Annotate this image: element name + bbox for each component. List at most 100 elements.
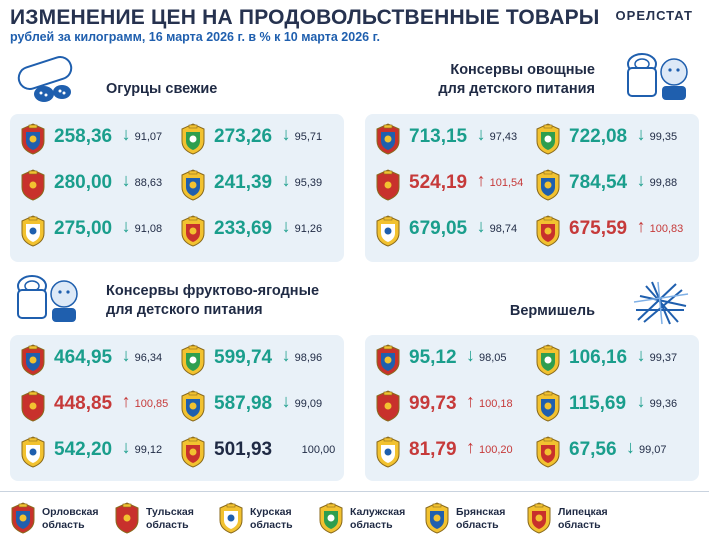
percent-change: 101,54 [489, 177, 524, 189]
kursk-crest-icon [20, 436, 46, 468]
percent-change: 99,09 [294, 398, 323, 410]
arrow-up-icon: ↑ [466, 391, 475, 411]
arrow-down-icon: ↓ [636, 391, 646, 411]
lipetsk-crest-icon [535, 215, 561, 247]
price-value: 81,79 [409, 439, 457, 460]
page-title: ИЗМЕНЕНИЕ ЦЕН НА ПРОДОВОЛЬСТВЕННЫЕ ТОВАР… [10, 6, 600, 29]
price-cell-kursk: 679,05 ↓ 98,74 [375, 212, 533, 252]
section-title-line: Консервы фруктово-ягодные [106, 283, 320, 299]
legend-item-bryansk: Брянская область [424, 500, 524, 536]
price-cell-bryansk: 587,98 ↓ 99,09 [180, 387, 338, 427]
price-value: 448,85 [54, 393, 113, 414]
price-value: 524,19 [409, 172, 468, 193]
kaluga-crest-icon [535, 123, 561, 155]
price-cell-lipetsk: 233,69 ↓ 91,26 [180, 212, 338, 252]
arrow-down-icon: ↓ [121, 170, 131, 190]
kursk-crest-icon [20, 215, 46, 247]
section-title: Консервы овощные для детского питания [438, 61, 595, 99]
bryansk-crest-icon [180, 169, 206, 201]
price-cell-kursk: 81,79 ↑ 100,20 [375, 433, 533, 473]
price-value: 233,69 [214, 218, 273, 239]
bryansk-crest-icon [535, 390, 561, 422]
price-cell-kaluga: 722,08 ↓ 99,35 [535, 120, 693, 160]
percent-change: 98,74 [489, 223, 518, 235]
price-value: 115,69 [569, 393, 627, 414]
price-value: 241,39 [214, 172, 273, 193]
price-value: 99,73 [409, 393, 457, 414]
price-cell-orel: 464,95 ↓ 96,34 [20, 341, 178, 381]
arrow-up-icon: ↑ [121, 391, 131, 411]
price-value: 675,59 [569, 218, 628, 239]
page-subtitle: рублей за килограмм, 16 марта 2026 г. в … [10, 30, 380, 44]
arrow-down-icon: ↓ [121, 437, 131, 457]
tula-crest-icon [375, 169, 401, 201]
bryansk-crest-icon [180, 390, 206, 422]
percent-change: 96,34 [134, 352, 163, 364]
cucumber-icon [17, 56, 73, 102]
lipetsk-crest-icon [180, 436, 206, 468]
price-cell-orel: 258,36 ↓ 91,07 [20, 120, 178, 160]
price-panel: 464,95 ↓ 96,34 599,74 ↓ 98,96 448,85 ↑ 100,85 587… [10, 335, 344, 481]
legend-label: Орловская область [42, 506, 99, 531]
section-title: Вермишель [510, 302, 595, 321]
percent-change: 99,35 [649, 131, 678, 143]
percent-change: 91,26 [294, 223, 323, 235]
kaluga-crest-icon [180, 123, 206, 155]
percent-change: 100,85 [134, 398, 169, 410]
vermicelli-icon [633, 281, 689, 325]
price-value: 258,36 [54, 126, 113, 147]
arrow-down-icon: ↓ [476, 216, 486, 236]
bryansk-crest-icon [424, 502, 450, 534]
tula-crest-icon [20, 390, 46, 422]
price-cell-kaluga: 106,16 ↓ 99,37 [535, 341, 693, 381]
price-value: 275,00 [54, 218, 113, 239]
price-cell-tula: 524,19 ↑ 101,54 [375, 166, 533, 206]
arrow-down-icon: ↓ [281, 124, 291, 144]
percent-change: 100,00 [301, 444, 336, 456]
legend-item-kaluga: Калужская область [318, 500, 418, 536]
legend-label: Липецкая область [558, 506, 608, 531]
price-cell-bryansk: 784,54 ↓ 99,88 [535, 166, 693, 206]
section-title-line: Огурцы свежие [106, 81, 218, 97]
percent-change: 97,43 [489, 131, 518, 143]
percent-change: 100,18 [479, 398, 513, 410]
price-value: 67,56 [569, 439, 617, 460]
tula-crest-icon [114, 502, 140, 534]
legend-item-tula: Тульская область [114, 500, 214, 536]
price-value: 679,05 [409, 218, 468, 239]
percent-change: 91,07 [134, 131, 163, 143]
price-value: 542,20 [54, 439, 113, 460]
kaluga-crest-icon [180, 344, 206, 376]
percent-change: 95,39 [294, 177, 323, 189]
arrow-down-icon: ↓ [121, 345, 131, 365]
price-cell-kursk: 275,00 ↓ 91,08 [20, 212, 178, 252]
section-title-line: для детского питания [106, 302, 263, 318]
arrow-down-icon: ↓ [466, 345, 475, 365]
orel-crest-icon [20, 123, 46, 155]
kursk-crest-icon [218, 502, 244, 534]
percent-change: 99,07 [639, 444, 667, 456]
arrow-down-icon: ↓ [121, 216, 131, 236]
arrow-down-icon: ↓ [636, 345, 646, 365]
percent-change: 88,63 [134, 177, 163, 189]
orel-crest-icon [375, 123, 401, 155]
lipetsk-crest-icon [535, 436, 561, 468]
price-value: 722,08 [569, 126, 628, 147]
arrow-down-icon: ↓ [281, 216, 291, 236]
arrow-down-icon: ↓ [636, 124, 646, 144]
arrow-down-icon: ↓ [281, 391, 291, 411]
price-cell-kursk: 542,20 ↓ 99,12 [20, 433, 178, 473]
kursk-crest-icon [375, 436, 401, 468]
percent-change: 98,96 [294, 352, 323, 364]
price-cell-bryansk: 115,69 ↓ 99,36 [535, 387, 693, 427]
percent-change: 99,88 [649, 177, 678, 189]
price-cell-orel: 95,12 ↓ 98,05 [375, 341, 533, 381]
legend-item-orel: Орловская область [10, 500, 110, 536]
arrow-up-icon: ↑ [466, 437, 475, 457]
price-value: 106,16 [569, 347, 628, 368]
brand-logo: ОРЕЛСТАТ [615, 8, 693, 23]
percent-change: 100,20 [479, 444, 513, 456]
price-cell-orel: 713,15 ↓ 97,43 [375, 120, 533, 160]
price-cell-tula: 448,85 ↑ 100,85 [20, 387, 178, 427]
arrow-down-icon: ↓ [476, 124, 486, 144]
